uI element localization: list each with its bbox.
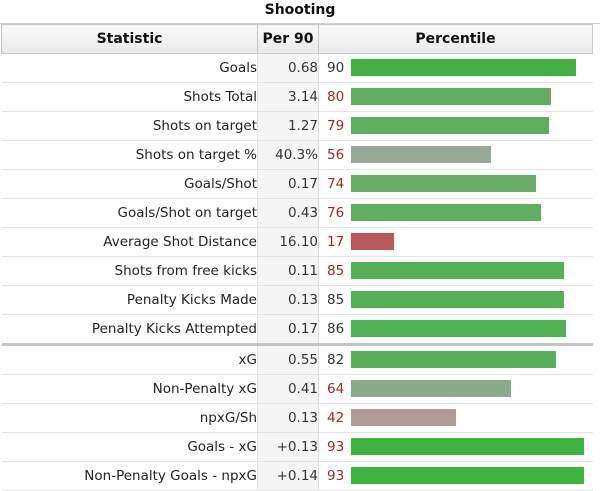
percentile-bar: [351, 262, 564, 279]
stat-name-cell: Goals/Shot on target: [1, 198, 258, 228]
per90-value-cell: 3.14: [257, 82, 319, 112]
header-percentile[interactable]: Percentile: [318, 24, 593, 54]
per90-value-cell: 0.41: [257, 374, 319, 404]
percentile-value: 90: [327, 60, 345, 76]
stat-name-cell: Non-Penalty Goals - npxG: [1, 461, 258, 491]
percentile-cell: 56: [318, 140, 593, 170]
percentile-value: 86: [327, 321, 345, 337]
percentile-value: 17: [327, 234, 345, 250]
stat-name-cell: Goals - xG: [1, 432, 258, 462]
percentile-bar: [351, 351, 556, 368]
stat-name-cell: npxG/Sh: [1, 403, 258, 433]
percentile-value: 79: [327, 118, 345, 134]
table-row: Shots from free kicks 0.11 85: [1, 256, 593, 286]
header-per90[interactable]: Per 90: [257, 24, 319, 54]
percentile-value: 64: [327, 381, 345, 397]
percentile-bar: [351, 175, 536, 192]
percentile-bar: [351, 204, 541, 221]
percentile-cell: 64: [318, 374, 593, 404]
per90-value-cell: 0.17: [257, 314, 319, 345]
percentile-cell: 79: [318, 111, 593, 141]
per90-value-cell: 1.27: [257, 111, 319, 141]
percentile-bar: [351, 409, 456, 426]
percentile-cell: 90: [318, 53, 593, 83]
table-row: Shots Total 3.14 80: [1, 82, 593, 112]
per90-value-cell: 0.43: [257, 198, 319, 228]
table-row: Non-Penalty xG 0.41 64: [1, 374, 593, 404]
percentile-value: 85: [327, 263, 345, 279]
percentile-cell: 93: [318, 432, 593, 462]
percentile-bar: [351, 117, 549, 134]
table-body: Goals 0.68 90 Shots Total 3.14 80 Shots on tar…: [1, 53, 593, 491]
table-row: Penalty Kicks Made 0.13 85: [1, 285, 593, 315]
percentile-cell: 17: [318, 227, 593, 257]
table-row: Shots on target % 40.3% 56: [1, 140, 593, 170]
percentile-bar: [351, 233, 394, 250]
per90-value-cell: 0.13: [257, 403, 319, 433]
per90-value-cell: 0.68: [257, 53, 319, 83]
stat-name-cell: Non-Penalty xG: [1, 374, 258, 404]
table-caption: Shooting: [0, 0, 600, 24]
percentile-bar: [351, 88, 551, 105]
stat-name-cell: Shots from free kicks: [1, 256, 258, 286]
stat-name-cell: Goals: [1, 53, 258, 83]
percentile-value: 42: [327, 410, 345, 426]
percentile-cell: 80: [318, 82, 593, 112]
percentile-cell: 76: [318, 198, 593, 228]
percentile-bar: [351, 467, 584, 484]
stat-name-cell: Shots Total: [1, 82, 258, 112]
per90-value-cell: +0.13: [257, 432, 319, 462]
percentile-bar: [351, 438, 584, 455]
percentile-cell: 93: [318, 461, 593, 491]
percentile-value: 93: [327, 468, 345, 484]
percentile-bar: [351, 59, 576, 76]
percentile-value: 85: [327, 292, 345, 308]
percentile-value: 56: [327, 147, 345, 163]
percentile-bar: [351, 146, 491, 163]
percentile-cell: 42: [318, 403, 593, 433]
table-row: Non-Penalty Goals - npxG +0.14 93: [1, 461, 593, 491]
table-row: Goals 0.68 90: [1, 53, 593, 83]
percentile-value: 74: [327, 176, 345, 192]
stat-name-cell: Penalty Kicks Made: [1, 285, 258, 315]
per90-value-cell: 40.3%: [257, 140, 319, 170]
table-row: Goals/Shot 0.17 74: [1, 169, 593, 199]
table-row: Shots on target 1.27 79: [1, 111, 593, 141]
percentile-cell: 82: [318, 343, 593, 375]
table-row: xG 0.55 82: [1, 343, 593, 375]
table-row: Average Shot Distance 16.10 17: [1, 227, 593, 257]
percentile-bar: [351, 291, 564, 308]
percentile-cell: 85: [318, 256, 593, 286]
percentile-cell: 86: [318, 314, 593, 345]
percentile-value: 76: [327, 205, 345, 221]
table-row: Penalty Kicks Attempted 0.17 86: [1, 314, 593, 345]
stat-name-cell: xG: [1, 343, 258, 375]
per90-value-cell: 16.10: [257, 227, 319, 257]
stat-name-cell: Goals/Shot: [1, 169, 258, 199]
per90-value-cell: +0.14: [257, 461, 319, 491]
per90-value-cell: 0.17: [257, 169, 319, 199]
percentile-cell: 85: [318, 285, 593, 315]
per90-value-cell: 0.55: [257, 343, 319, 375]
percentile-value: 80: [327, 89, 345, 105]
stat-name-cell: Shots on target %: [1, 140, 258, 170]
table-row: Goals/Shot on target 0.43 76: [1, 198, 593, 228]
stat-name-cell: Average Shot Distance: [1, 227, 258, 257]
percentile-cell: 74: [318, 169, 593, 199]
table-row: npxG/Sh 0.13 42: [1, 403, 593, 433]
per90-value-cell: 0.11: [257, 256, 319, 286]
stat-name-cell: Penalty Kicks Attempted: [1, 314, 258, 345]
percentile-value: 93: [327, 439, 345, 455]
header-row: Statistic Per 90 Percentile: [1, 24, 593, 54]
per90-value-cell: 0.13: [257, 285, 319, 315]
stat-name-cell: Shots on target: [1, 111, 258, 141]
table-row: Goals - xG +0.13 93: [1, 432, 593, 462]
percentile-value: 82: [327, 352, 345, 368]
percentile-bar: [351, 320, 566, 337]
percentile-bar: [351, 380, 511, 397]
header-statistic[interactable]: Statistic: [1, 24, 258, 54]
shooting-stats-table: Statistic Per 90 Percentile Goals 0.68 90 S…: [1, 24, 593, 491]
